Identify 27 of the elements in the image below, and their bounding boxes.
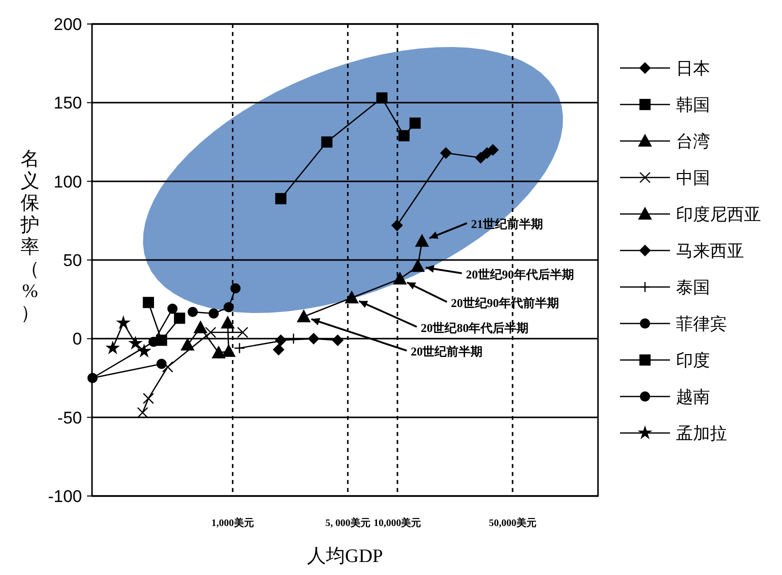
legend-label: 马来西亚: [676, 241, 744, 260]
x-tick-label: 10,000美元: [374, 517, 422, 529]
x-tick-label: 5, 000美元: [325, 517, 370, 529]
y-tick-label: 200: [54, 14, 82, 34]
legend-label: 印度: [676, 350, 710, 370]
y-tick-label: 150: [54, 94, 82, 113]
legend-label: 韩国: [676, 95, 710, 114]
legend-label: 泰国: [676, 278, 710, 297]
annotation: 20世纪前半期: [410, 344, 483, 359]
y-tick-label: 100: [54, 172, 82, 192]
legend-label: 印度尼西亚: [676, 204, 761, 224]
annotation: 20世纪80年代后半期: [420, 320, 529, 335]
legend-label: 中国: [676, 168, 710, 188]
y-tick-label: -50: [57, 408, 82, 428]
y-axis-title: 名义保护率（%）: [20, 149, 40, 324]
legend-label: 菲律宾: [676, 314, 727, 334]
x-tick-label: 1,000美元: [211, 517, 254, 529]
x-axis-title: 人均GDP: [306, 546, 384, 567]
y-tick-label: -100: [48, 486, 82, 506]
legend-label: 台湾: [676, 132, 710, 151]
y-tick-label: 50: [63, 250, 82, 270]
legend-label: 孟加拉: [676, 424, 727, 443]
y-tick-label: 0: [72, 330, 82, 349]
x-tick-label: 50,000美元: [488, 517, 536, 529]
legend-label: 越南: [676, 387, 710, 406]
legend-label: 日本: [676, 58, 710, 78]
annotation: 20世纪90年代前半期: [450, 296, 559, 310]
